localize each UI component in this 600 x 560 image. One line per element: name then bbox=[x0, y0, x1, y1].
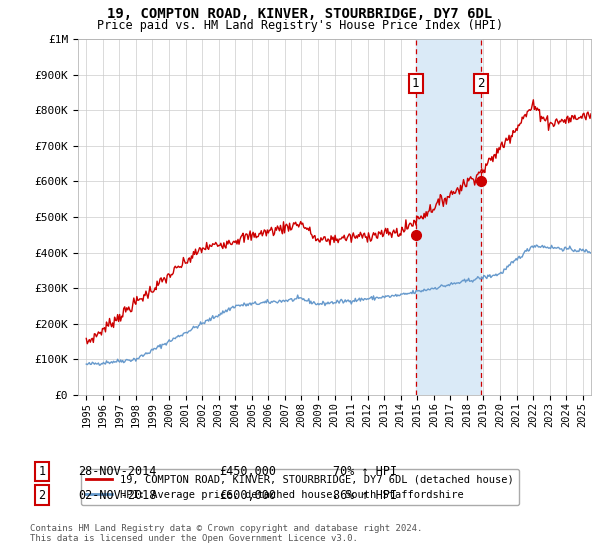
Text: £450,000: £450,000 bbox=[219, 465, 276, 478]
Text: 1: 1 bbox=[412, 77, 419, 90]
Text: Contains HM Land Registry data © Crown copyright and database right 2024.
This d: Contains HM Land Registry data © Crown c… bbox=[30, 524, 422, 543]
Text: 1: 1 bbox=[38, 465, 46, 478]
Text: 2: 2 bbox=[477, 77, 485, 90]
Text: 02-NOV-2018: 02-NOV-2018 bbox=[78, 488, 157, 502]
Text: 70% ↑ HPI: 70% ↑ HPI bbox=[333, 465, 397, 478]
Text: 86% ↑ HPI: 86% ↑ HPI bbox=[333, 488, 397, 502]
Text: 19, COMPTON ROAD, KINVER, STOURBRIDGE, DY7 6DL: 19, COMPTON ROAD, KINVER, STOURBRIDGE, D… bbox=[107, 7, 493, 21]
Bar bbox=[416, 39, 481, 395]
Text: 28-NOV-2014: 28-NOV-2014 bbox=[78, 465, 157, 478]
Text: 2: 2 bbox=[38, 488, 46, 502]
Text: Price paid vs. HM Land Registry's House Price Index (HPI): Price paid vs. HM Land Registry's House … bbox=[97, 19, 503, 32]
Text: £600,000: £600,000 bbox=[219, 488, 276, 502]
Legend: 19, COMPTON ROAD, KINVER, STOURBRIDGE, DY7 6DL (detached house), HPI: Average pr: 19, COMPTON ROAD, KINVER, STOURBRIDGE, D… bbox=[80, 469, 519, 505]
